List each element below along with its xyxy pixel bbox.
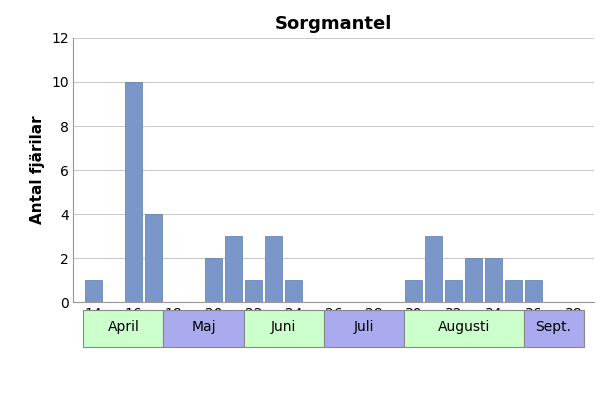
Text: Sept.: Sept. [536, 320, 572, 334]
Bar [505, 281, 522, 302]
Bar [524, 310, 584, 346]
Bar [324, 310, 403, 346]
Bar [403, 310, 524, 346]
Bar [445, 281, 462, 302]
Bar [245, 281, 262, 302]
Bar [285, 281, 302, 302]
Y-axis label: Antal fjärilar: Antal fjärilar [31, 116, 45, 224]
Bar [125, 82, 142, 302]
Text: Augusti: Augusti [438, 320, 490, 334]
Title: Sorgmantel: Sorgmantel [275, 16, 392, 34]
Bar [485, 258, 502, 302]
Bar [205, 258, 222, 302]
Bar [405, 281, 422, 302]
Bar [85, 281, 102, 302]
Bar [145, 214, 162, 302]
Bar [465, 258, 482, 302]
Bar [525, 281, 542, 302]
X-axis label: Vecka: Vecka [308, 327, 359, 342]
Bar [83, 310, 163, 346]
Text: Juni: Juni [271, 320, 296, 334]
Text: Juli: Juli [353, 320, 374, 334]
Bar [265, 236, 282, 302]
Bar [163, 310, 244, 346]
Bar [225, 236, 242, 302]
Bar [244, 310, 324, 346]
Text: April: April [108, 320, 140, 334]
Text: Maj: Maj [191, 320, 216, 334]
Bar [425, 236, 442, 302]
